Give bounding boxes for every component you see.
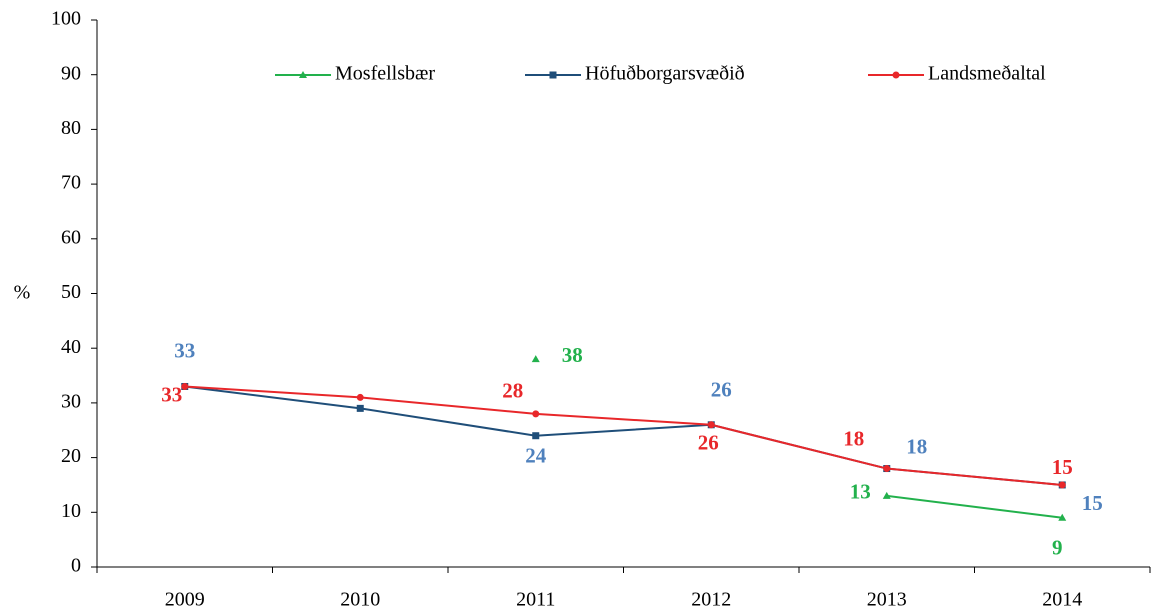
- y-tick-label: 60: [61, 226, 81, 248]
- point: [356, 404, 364, 412]
- y-tick-label: 40: [61, 336, 81, 358]
- data-label: 15: [1052, 455, 1073, 479]
- legend-marker: [549, 71, 557, 79]
- y-tick-label: 80: [61, 117, 81, 139]
- point: [1058, 513, 1067, 521]
- point: [356, 393, 364, 401]
- series-line: [184, 385, 1063, 486]
- y-tick-label: 20: [61, 445, 81, 467]
- point: [531, 355, 540, 363]
- x-tick-label: 2011: [516, 589, 555, 611]
- y-tick-label: 30: [61, 390, 81, 412]
- point: [707, 421, 715, 429]
- point: [532, 410, 540, 418]
- series-line: [886, 494, 1063, 519]
- x-tick-label: 2013: [867, 589, 907, 611]
- legend-label: Mosfellsbær: [335, 63, 435, 85]
- y-tick-label: 50: [61, 281, 81, 303]
- y-tick-label: 100: [51, 8, 81, 30]
- point: [532, 432, 540, 440]
- data-label: 9: [1052, 536, 1063, 560]
- data-label: 18: [906, 434, 927, 458]
- legend-marker: [892, 71, 900, 79]
- data-label: 26: [698, 431, 719, 455]
- legend-label: Landsmeðaltal: [928, 63, 1046, 85]
- x-tick-label: 2012: [691, 589, 731, 611]
- point: [882, 491, 891, 499]
- y-tick-label: 70: [61, 172, 81, 194]
- point: [181, 382, 189, 390]
- x-tick-label: 2010: [340, 589, 380, 611]
- data-label: 33: [161, 382, 182, 406]
- data-label: 33: [174, 338, 195, 362]
- data-label: 13: [850, 480, 871, 504]
- point: [883, 465, 891, 473]
- series-line: [184, 385, 1063, 486]
- data-label: 18: [843, 426, 864, 450]
- data-label: 38: [562, 343, 583, 367]
- x-tick-label: 2014: [1042, 589, 1082, 611]
- x-tick-label: 2009: [165, 589, 205, 611]
- data-label: 15: [1082, 491, 1103, 515]
- y-axis-label: %: [14, 282, 31, 304]
- y-tick-label: 0: [71, 555, 81, 577]
- data-label: 28: [502, 379, 523, 403]
- legend-label: Höfuðborgarsvæðið: [585, 63, 745, 85]
- y-tick-label: 90: [61, 62, 81, 84]
- point: [1058, 481, 1066, 489]
- legend-marker: [299, 71, 307, 78]
- y-tick-label: 10: [61, 500, 81, 522]
- data-label: 24: [525, 444, 547, 468]
- data-label: 26: [711, 378, 732, 402]
